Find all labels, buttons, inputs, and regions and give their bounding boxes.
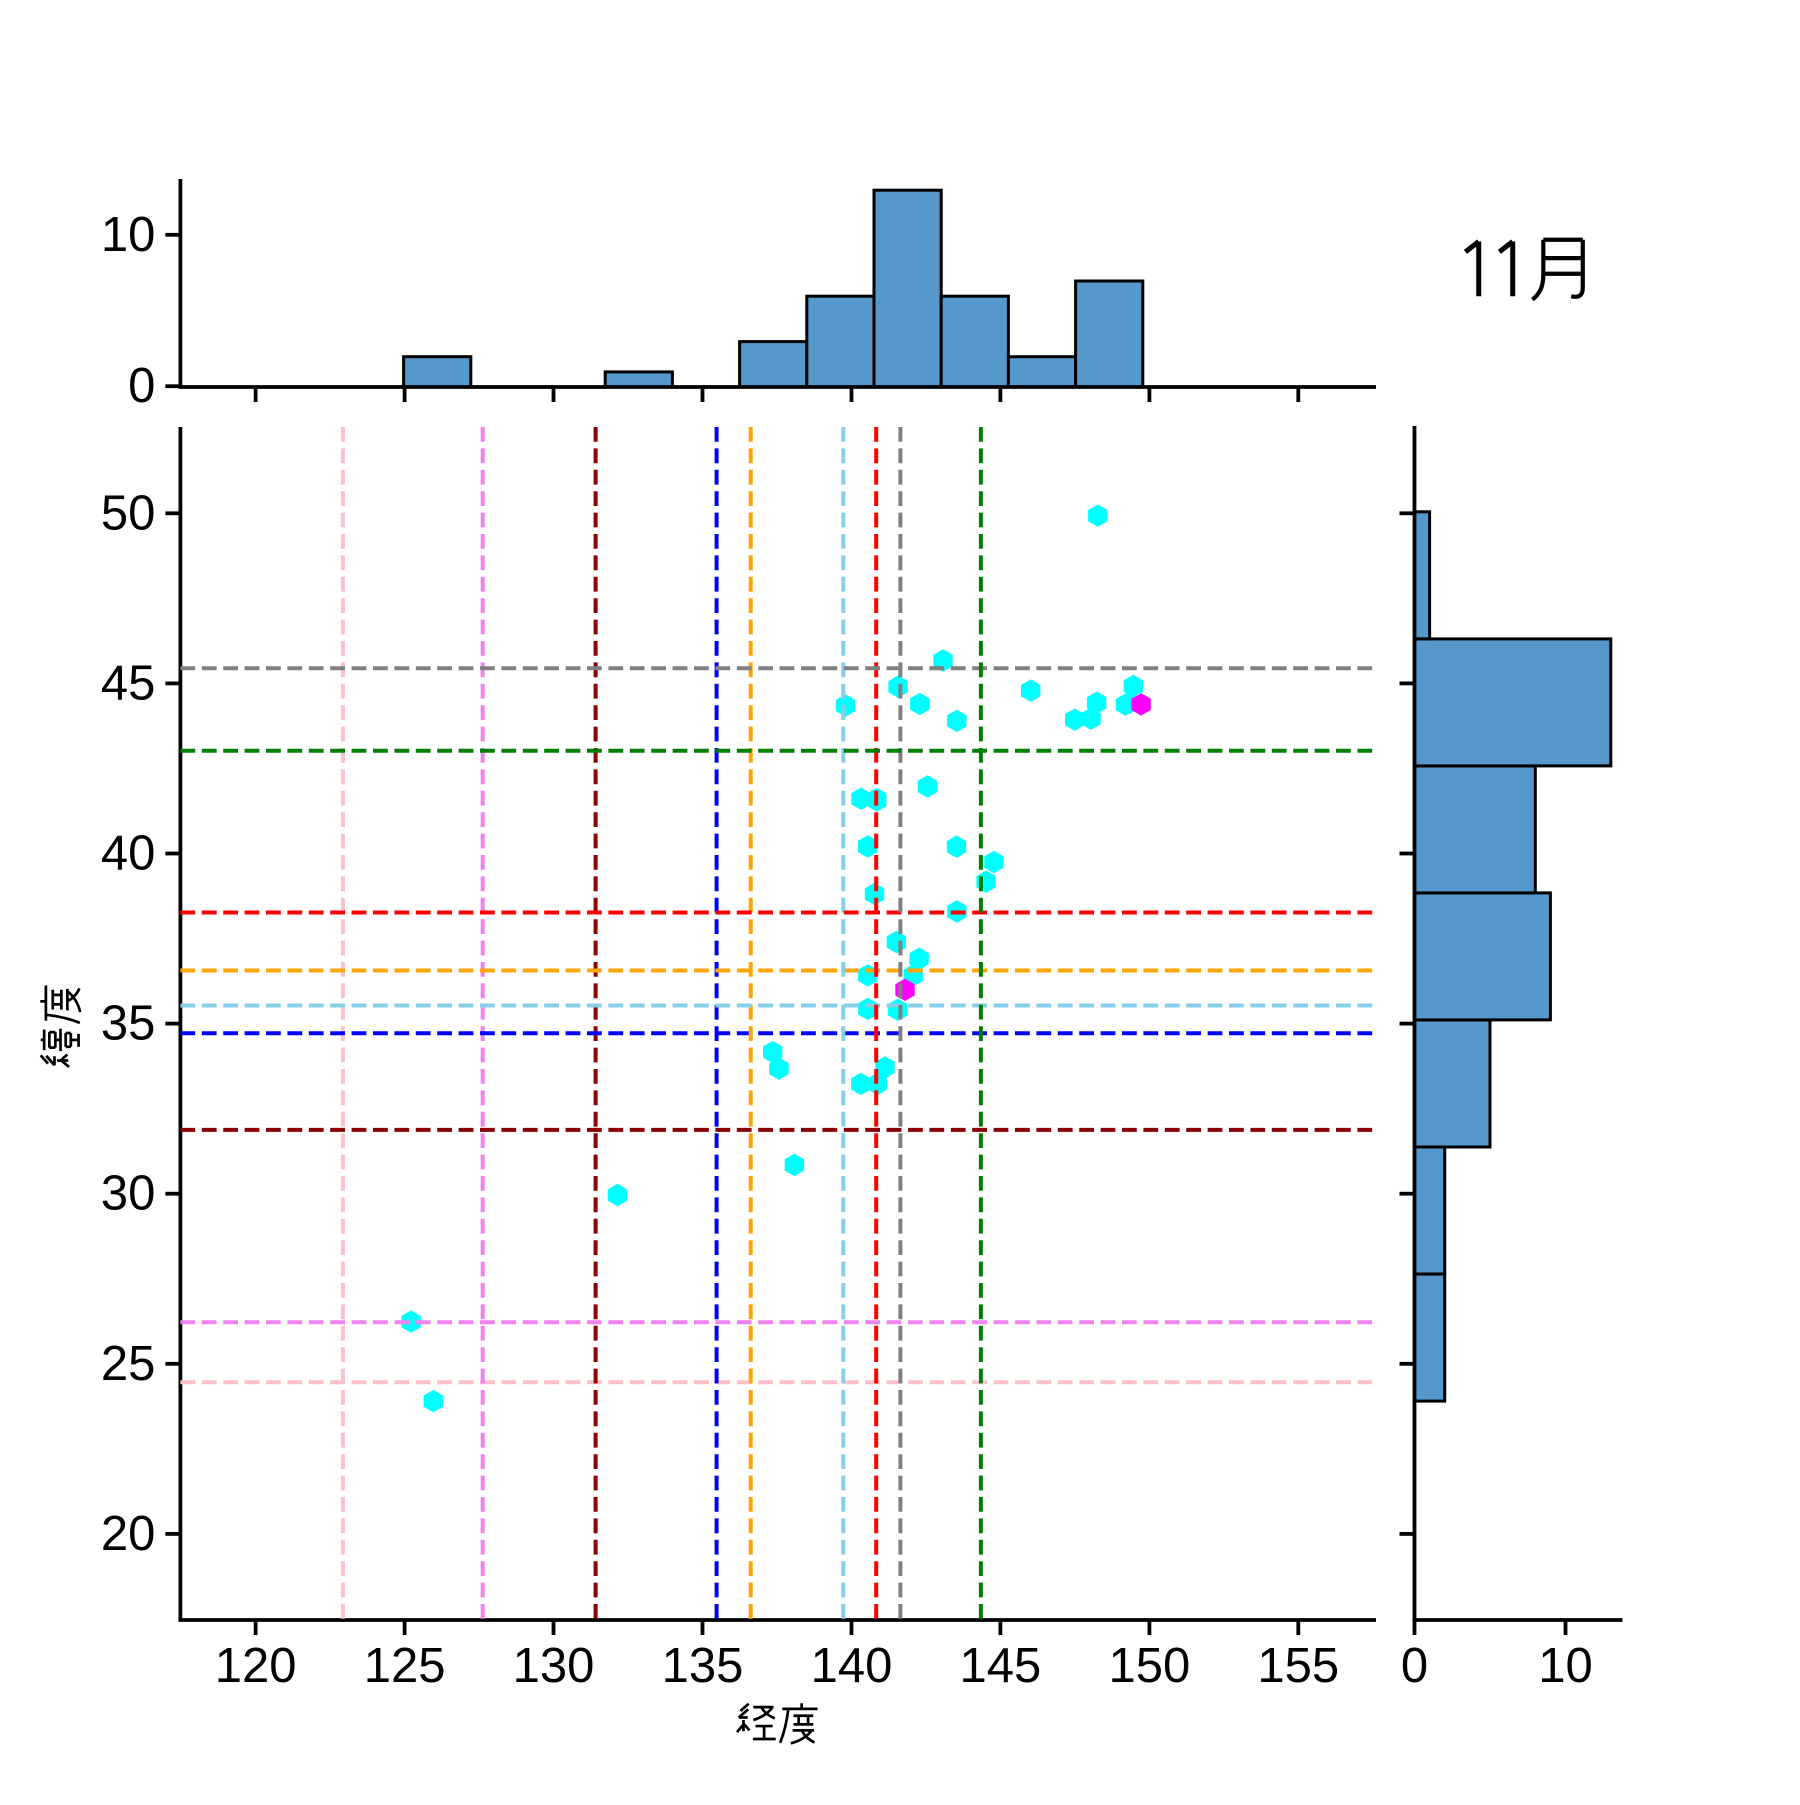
svg-text:35: 35 — [101, 997, 156, 1051]
svg-text:30: 30 — [101, 1167, 156, 1221]
svg-text:20: 20 — [101, 1507, 156, 1561]
svg-text:135: 135 — [662, 1639, 744, 1693]
svg-text:150: 150 — [1109, 1639, 1191, 1693]
svg-text:45: 45 — [101, 656, 156, 710]
svg-text:120: 120 — [215, 1639, 297, 1693]
svg-text:10: 10 — [1538, 1639, 1593, 1693]
svg-text:0: 0 — [128, 359, 155, 413]
svg-text:40: 40 — [101, 827, 156, 881]
svg-text:10: 10 — [101, 208, 156, 262]
svg-text:25: 25 — [101, 1337, 156, 1391]
svg-text:155: 155 — [1257, 1639, 1339, 1693]
svg-text:140: 140 — [811, 1639, 893, 1693]
svg-text:50: 50 — [101, 486, 156, 540]
svg-text:0: 0 — [1401, 1639, 1428, 1693]
svg-text:125: 125 — [364, 1639, 446, 1693]
svg-text:145: 145 — [960, 1639, 1042, 1693]
svg-text:130: 130 — [513, 1639, 595, 1693]
